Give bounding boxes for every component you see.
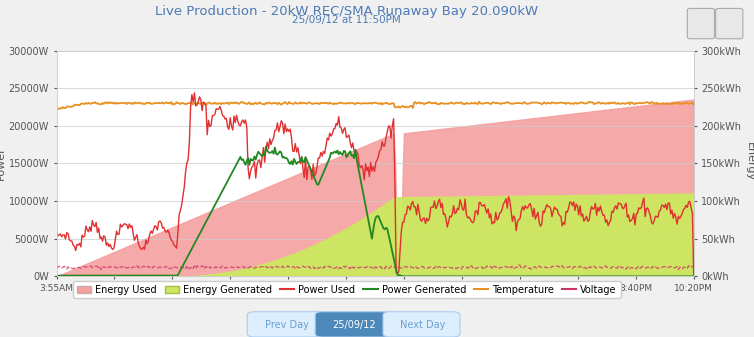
Text: 25/09/12: 25/09/12 — [333, 319, 376, 330]
FancyBboxPatch shape — [716, 8, 743, 39]
FancyBboxPatch shape — [688, 8, 715, 39]
Text: Next Day: Next Day — [400, 319, 445, 330]
Y-axis label: Power: Power — [0, 147, 5, 180]
Text: Live Production - 20kW REC/SMA Runaway Bay 20.090kW: Live Production - 20kW REC/SMA Runaway B… — [155, 5, 538, 18]
Text: Prev Day: Prev Day — [265, 319, 308, 330]
Text: Energy: Energy — [745, 142, 754, 181]
Legend: Energy Used, Energy Generated, Power Used, Power Generated, Temperature, Voltage: Energy Used, Energy Generated, Power Use… — [73, 281, 621, 299]
Text: 25/09/12 at 11:50PM: 25/09/12 at 11:50PM — [293, 15, 401, 25]
